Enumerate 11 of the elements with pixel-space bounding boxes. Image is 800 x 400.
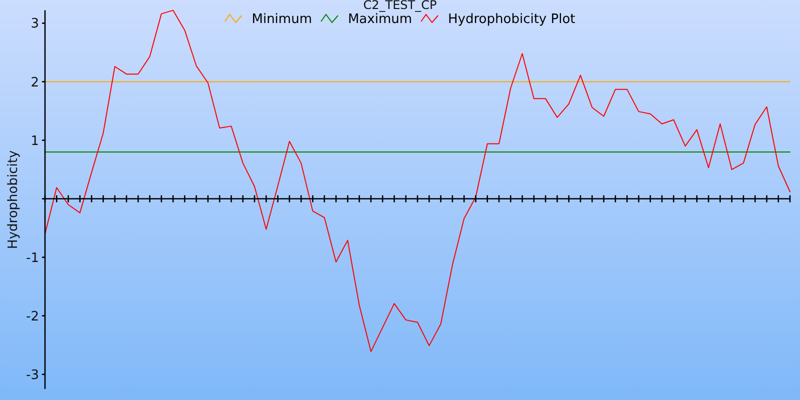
y-tick-label: -3 xyxy=(26,368,39,383)
legend-label: Minimum xyxy=(252,12,312,28)
chart-title: C2_TEST_CP xyxy=(363,0,437,12)
y-tick-label: -2 xyxy=(26,309,39,324)
legend-label: Hydrophobicity Plot xyxy=(448,12,576,28)
y-tick-label: 3 xyxy=(30,16,39,32)
y-tick-label: 2 xyxy=(30,75,39,90)
y-axis-title: Hydrophobicity xyxy=(6,150,21,249)
y-tick-label: 1 xyxy=(30,134,39,149)
legend-label: Maximum xyxy=(348,12,412,28)
y-tick-label: -1 xyxy=(26,250,39,266)
